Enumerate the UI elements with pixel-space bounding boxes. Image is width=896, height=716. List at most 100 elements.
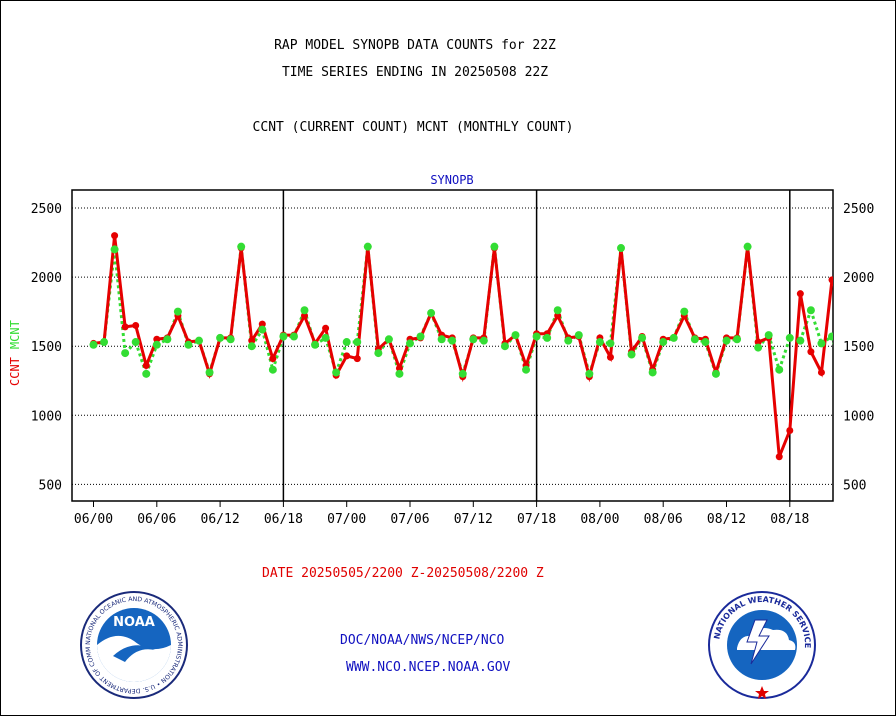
x-tick-label-06/06: 06/06	[137, 512, 176, 527]
mcnt-point	[764, 331, 773, 340]
y-tick-label-right-2500: 2500	[843, 202, 874, 217]
mcnt-point	[817, 339, 826, 348]
mcnt-point	[796, 336, 805, 345]
mcnt-point	[406, 339, 414, 348]
mcnt-point	[585, 369, 594, 378]
mcnt-point	[332, 368, 341, 377]
org-path-link[interactable]: DOC/NOAA/NWS/NCEP/NCO	[340, 633, 505, 648]
y-tick-label-left-2000: 2000	[31, 271, 62, 286]
y-tick-label-left-2500: 2500	[31, 202, 62, 217]
plot-area-group: 500 500 1000 1000 1500 1500 2000 2000 2500 2500 06…	[31, 189, 874, 527]
mcnt-point	[701, 338, 710, 347]
mcnt-point	[384, 335, 393, 344]
ccnt-point	[343, 352, 351, 360]
x-tick-label-06/00: 06/00	[74, 512, 113, 527]
ccnt-point	[786, 427, 794, 435]
mcnt-point	[437, 335, 446, 344]
mcnt-point	[511, 331, 520, 340]
ccnt-point	[142, 362, 150, 370]
noaa-logo: NOAA NATIONAL OCEANIC AND ATMOSPHERIC AD…	[78, 590, 188, 699]
website-link[interactable]: WWW.NCO.NCEP.NOAA.GOV	[346, 660, 511, 675]
mcnt-point	[237, 242, 246, 251]
mcnt-point	[195, 336, 203, 345]
ccnt-point	[322, 324, 330, 332]
mcnt-point	[669, 333, 678, 342]
y-tick-label-left-500: 500	[39, 478, 62, 493]
mcnt-point	[617, 244, 625, 253]
ccnt-point	[554, 312, 562, 320]
ccnt-point	[269, 355, 277, 363]
y-axis-title-mcnt: MCNT	[8, 320, 22, 349]
mcnt-point	[743, 242, 752, 251]
mcnt-point	[532, 332, 541, 341]
mcnt-point	[131, 338, 140, 347]
mcnt-point	[247, 342, 256, 351]
mcnt-point	[648, 368, 657, 377]
mcnt-point	[374, 349, 383, 358]
mcnt-point	[754, 343, 763, 352]
mcnt-point	[321, 333, 330, 342]
mcnt-point	[659, 338, 668, 347]
mcnt-point	[163, 335, 172, 344]
mcnt-point	[806, 306, 815, 315]
x-tick-label-08/12: 08/12	[707, 512, 746, 527]
mcnt-point	[828, 332, 833, 341]
mcnt-point	[638, 333, 647, 342]
ccnt-point	[839, 303, 846, 310]
date-range-label: DATE 20250505/2200 Z-20250508/2200 Z	[262, 566, 544, 581]
ccnt-point	[248, 337, 256, 345]
mcnt-point	[89, 340, 98, 349]
mcnt-point	[416, 332, 425, 341]
mcnt-point	[205, 368, 214, 377]
mcnt-point	[522, 365, 531, 374]
mcnt-point	[680, 307, 689, 316]
mcnt-point	[690, 335, 699, 344]
y-tick-label-right-500: 500	[843, 478, 866, 493]
mcnt-point	[448, 336, 457, 345]
mcnt-point	[427, 309, 436, 318]
mcnt-point	[395, 369, 404, 378]
mcnt-point	[627, 350, 636, 359]
mcnt-point	[479, 336, 488, 345]
mcnt-point	[300, 306, 309, 315]
y-tick-label-right-1500: 1500	[843, 340, 874, 355]
mcnt-point	[289, 332, 298, 341]
mcnt-point	[100, 338, 109, 347]
ccnt-point	[754, 338, 762, 346]
chart-title-line-2: TIME SERIES ENDING IN 20250508 22Z	[281, 65, 549, 80]
mcnt-point	[142, 369, 151, 378]
mcnt-point	[268, 365, 277, 374]
mcnt-point	[110, 245, 119, 254]
chart-legend-line: CCNT (CURRENT COUNT) MCNT (MONTHLY COUNT…	[252, 120, 574, 135]
mcnt-point	[606, 339, 615, 348]
y-axis-title: CCNT MCNT	[8, 320, 22, 386]
mcnt-point	[564, 336, 573, 345]
ccnt-point	[606, 353, 614, 361]
chart-title-line-1: RAP MODEL SYNOPB DATA COUNTS for 22Z	[274, 38, 556, 53]
y-tick-label-right-2000: 2000	[843, 271, 874, 286]
y-tick-label-left-1000: 1000	[31, 409, 62, 424]
x-tick-label-07/18: 07/18	[517, 512, 556, 527]
series-mcnt-points	[89, 242, 833, 378]
x-tick-label-07/00: 07/00	[327, 512, 366, 527]
mcnt-point	[574, 331, 583, 340]
x-tick-label-08/00: 08/00	[580, 512, 619, 527]
x-tick-label-07/06: 07/06	[390, 512, 429, 527]
mcnt-point	[595, 338, 604, 347]
mcnt-segment	[798, 309, 813, 342]
mcnt-point	[173, 307, 182, 316]
mcnt-point	[121, 349, 130, 358]
mcnt-point	[342, 338, 351, 347]
noaa-logo-text: NOAA	[113, 615, 155, 630]
mcnt-point	[553, 306, 562, 315]
y-tick-label-right-1000: 1000	[843, 409, 874, 424]
mcnt-point	[216, 333, 225, 342]
ccnt-point	[121, 323, 129, 331]
mcnt-point	[279, 332, 288, 341]
ccnt-point	[775, 453, 783, 461]
mcnt-point	[152, 340, 161, 349]
mcnt-point	[785, 333, 794, 342]
ccnt-point	[258, 320, 266, 328]
mcnt-segment	[144, 344, 159, 375]
